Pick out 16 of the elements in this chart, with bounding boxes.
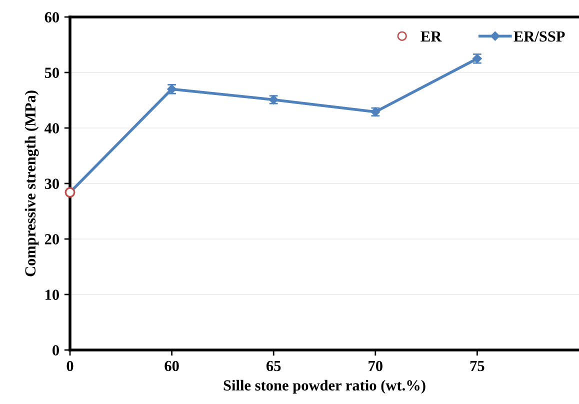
x-tick-label: 65 xyxy=(266,360,281,372)
y-tick-label: 40 xyxy=(44,123,59,134)
x-tick-label: 60 xyxy=(164,360,179,372)
legend-label: ER xyxy=(420,31,442,42)
x-axis-title: Sille stone powder ratio (wt.%) xyxy=(224,380,426,394)
y-tick-label: 30 xyxy=(44,178,59,189)
x-tick-label: 75 xyxy=(470,361,484,372)
legend-label: ER/SSP xyxy=(514,31,565,42)
y-tick-label: 20 xyxy=(44,234,59,244)
y-tick-label: 10 xyxy=(46,290,59,300)
x-tick-label: 70 xyxy=(368,360,382,372)
y-tick-label: 0 xyxy=(52,345,59,356)
y-axis-title: Compressive strength (MPa) xyxy=(24,90,39,276)
y-tick-label: 50 xyxy=(44,68,59,78)
y-tick-label: 60 xyxy=(44,12,59,22)
x-tick-label: 0 xyxy=(66,360,74,372)
